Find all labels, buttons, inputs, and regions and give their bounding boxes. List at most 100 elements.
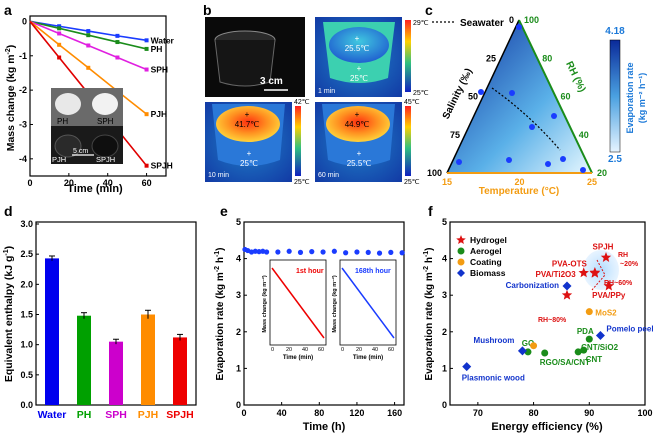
data-point — [388, 249, 394, 255]
ir2-colorbar — [295, 106, 301, 176]
panel-d-x-labels: Water PH SPH PJH SPJH — [38, 409, 194, 421]
inset1-x-label: Time (min) — [283, 355, 313, 361]
ir1-lower-temp: 25℃ — [350, 74, 368, 83]
panel-a-x-axis: 0 20 40 60 — [27, 173, 152, 188]
x-tick-label: 160 — [387, 408, 402, 418]
panel-f-points: SPJHPVA-OTSPVA/Ti2O3PVA/PPyGORGO/SA/CNTC… — [462, 243, 653, 383]
x-label-spjh: SPJH — [166, 409, 193, 421]
y-tick-label: 1 — [236, 363, 241, 373]
ternary-point — [506, 157, 512, 163]
bar-ph — [77, 315, 91, 405]
rh20-label-b: ~20% — [620, 261, 639, 268]
data-point — [256, 249, 262, 255]
hydrogel-star — [589, 267, 601, 278]
panel-d-bars — [45, 255, 187, 405]
data-point — [331, 248, 337, 254]
y-tick-label: 3.0 — [20, 219, 33, 229]
point-label: Mushroom — [474, 336, 515, 345]
panel-d: d 0.0 0.5 1.0 1.5 2.0 2.5 3.0 Water PH SPH PJH SPJ… — [3, 203, 197, 421]
rh-highlight-bubble — [583, 250, 619, 290]
panel-e: e 0 40 80 120 160 0 1 2 3 4 5 Time (h) Evaporatio… — [214, 203, 405, 433]
panel-a-inset-photo: PH SPH PJH SPJH 5 cm — [51, 88, 123, 164]
x-label-sph: SPH — [105, 409, 127, 421]
inset1-line — [271, 267, 325, 339]
inset2-line — [341, 267, 395, 339]
ternary-fill — [447, 20, 592, 173]
data-point — [320, 249, 326, 255]
data-point-ph — [86, 33, 91, 38]
data-point-ph — [115, 40, 120, 45]
x-tick-label: 120 — [349, 408, 364, 418]
y-tick-label: 2 — [236, 327, 241, 337]
inset1-xtick-60: 60 — [318, 347, 324, 353]
bar-pjh — [141, 314, 155, 405]
point-label: PVA/PPy — [592, 291, 626, 300]
panel-f-x-axis: 70 80 90 100 — [473, 402, 653, 418]
rh-tick: 60 — [561, 92, 571, 102]
salinity-tick: 0 — [509, 15, 514, 25]
beaker-photo: 3 cm — [205, 17, 305, 97]
legend-seawater-label: Seawater — [460, 18, 504, 29]
rh-axis-label: RH (%) — [563, 60, 587, 94]
inset1-xtick-0: 0 — [271, 347, 274, 353]
point-label: CNT/SiO2 — [581, 343, 618, 352]
panel-f-y-axis: 0 1 2 3 4 5 — [442, 217, 453, 410]
point-label: PVA/Ti2O3 — [536, 270, 577, 279]
panel-d-y-label: Equivalent enthalpy (kJ g-1) — [3, 246, 15, 382]
x-tick-label: 70 — [473, 408, 483, 418]
hydrogel-star — [600, 252, 612, 262]
y-tick-label: -3 — [19, 119, 27, 129]
ternary-points — [456, 24, 586, 173]
aerogel-circle — [574, 348, 582, 356]
ir2-lower-temp: 25℃ — [240, 159, 258, 168]
data-point — [343, 250, 349, 256]
data-point — [365, 249, 371, 255]
data-point-pjh — [57, 42, 62, 47]
panel-b: b 3 cm + 25.5℃ + 25℃ 1 min 29℃ 25℃ — [203, 2, 429, 186]
data-point-pjh — [144, 112, 149, 117]
colorbar-max: 4.18 — [605, 26, 625, 37]
colorbar-min: 2.5 — [608, 154, 622, 165]
legend-marker — [457, 269, 465, 277]
biomass-diamond — [462, 362, 472, 372]
ir1-surface — [329, 27, 389, 63]
panel-a-y-axis: 0 -1 -2 -3 -4 — [19, 16, 33, 164]
y-tick-label: 4 — [442, 254, 447, 264]
ir-image-1min: + 25.5℃ + 25℃ 1 min 29℃ 25℃ — [315, 17, 429, 97]
data-point — [376, 250, 383, 256]
data-point — [309, 249, 315, 255]
panel-e-x-label: Time (h) — [303, 421, 346, 433]
x-label-ph: PH — [77, 409, 92, 421]
rh-tick: 40 — [579, 130, 589, 140]
y-tick-label: 3 — [442, 290, 447, 300]
ir-image-10min: + 41.7℃ + 25℃ 10 min 42℃ 25℃ — [205, 99, 310, 186]
point-label: GO — [522, 339, 534, 348]
inset1-xtick-20: 20 — [286, 347, 292, 353]
ir1-colorbar — [405, 20, 411, 92]
ternary-point — [509, 90, 515, 96]
ir1-time: 1 min — [318, 88, 335, 95]
point-label: Pomelo peel — [606, 324, 653, 333]
panel-f-x-label: Energy efficiency (%) — [491, 421, 603, 433]
hydrogel-star — [578, 267, 589, 278]
temperature-axis-label: Temperature (°C) — [479, 186, 560, 197]
x-tick-label: 100 — [637, 408, 652, 418]
ir-image-60min: + 44.9℃ + 25.5℃ 60 min 45℃ 25℃ — [315, 99, 420, 186]
data-point-water — [115, 33, 120, 38]
panel-a-letter: a — [4, 2, 12, 18]
point-label: SPJH — [593, 243, 614, 252]
legend-label: Aerogel — [470, 246, 502, 256]
data-point-water — [144, 38, 149, 43]
rh-tick: 80 — [542, 53, 552, 63]
y-tick-label: 0.5 — [20, 370, 33, 380]
ir3-cross-upper: + — [355, 110, 360, 119]
inset-label-spjh: SPJH — [96, 155, 115, 164]
inset2-xtick-60: 60 — [388, 347, 394, 353]
aerogel-circle — [580, 346, 588, 354]
pjh-sample — [54, 134, 82, 158]
